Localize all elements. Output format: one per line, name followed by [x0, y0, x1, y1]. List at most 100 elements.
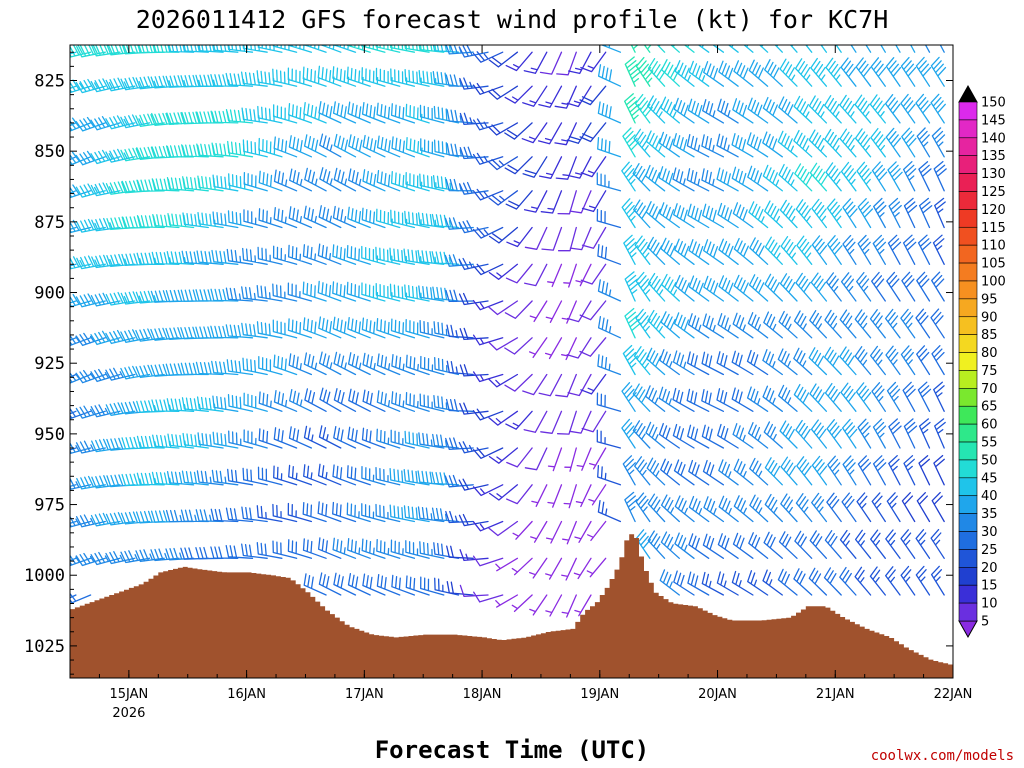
wind-barb — [810, 57, 828, 87]
wind-barb — [674, 495, 695, 523]
wind-barb — [151, 471, 180, 486]
wind-barb — [302, 317, 327, 339]
wind-barb — [779, 199, 798, 229]
wind-barb — [749, 237, 769, 265]
wind-barb — [90, 182, 121, 197]
wind-barb — [885, 345, 901, 376]
wind-barb — [136, 215, 165, 229]
wind-barb — [701, 134, 725, 158]
wind-barb — [915, 56, 932, 87]
wind-barb — [75, 440, 106, 454]
wind-barb — [166, 251, 195, 265]
wind-barb — [621, 198, 637, 229]
wind-barb — [733, 60, 754, 87]
wind-barb — [795, 272, 813, 302]
wind-barb — [688, 533, 710, 559]
wind-barb — [916, 271, 931, 302]
wind-barb — [561, 300, 577, 324]
wind-barb — [624, 307, 642, 339]
wind-barb — [672, 387, 695, 412]
wind-barb — [136, 435, 165, 449]
wind-barb — [272, 319, 298, 339]
wind-barb — [196, 470, 224, 486]
wind-barb — [795, 199, 813, 229]
wind-barb — [554, 122, 577, 146]
wind-barb — [687, 98, 710, 124]
wind-barb — [731, 570, 754, 596]
wind-barb — [747, 97, 769, 124]
colorbar-label: 10 — [981, 597, 998, 612]
wind-barb — [701, 424, 725, 449]
wind-barb — [701, 571, 725, 596]
wind-barb — [346, 281, 371, 302]
wind-barb — [537, 122, 563, 145]
wind-barb — [566, 122, 592, 144]
wind-barb — [166, 471, 195, 486]
wind-barb — [288, 426, 313, 449]
wind-barb — [241, 286, 268, 302]
wind-barb — [796, 456, 813, 486]
wind-barb — [504, 122, 533, 140]
wind-barb — [419, 320, 445, 339]
wind-barb — [644, 164, 666, 192]
wind-barb — [915, 308, 931, 339]
colorbar-label: 120 — [981, 203, 1006, 218]
credit-link[interactable]: coolwx.com/models — [871, 748, 1014, 764]
wind-barb — [811, 198, 828, 229]
wind-barb — [319, 167, 342, 192]
wind-barb — [504, 300, 533, 319]
wind-barb — [273, 207, 298, 229]
wind-barb — [272, 540, 298, 559]
wind-barb — [632, 383, 651, 412]
wind-barb — [225, 324, 254, 339]
wind-barb — [120, 329, 151, 343]
wind-barb — [70, 79, 92, 94]
wind-barb — [793, 129, 813, 158]
wind-barb — [659, 202, 680, 229]
wind-barb — [361, 102, 386, 124]
wind-barb — [317, 280, 342, 302]
wind-barb — [243, 392, 268, 412]
wind-barb — [287, 282, 313, 302]
wind-barb — [778, 163, 798, 192]
wind-barb — [135, 364, 165, 379]
colorbar-label: 65 — [981, 400, 998, 415]
wind-barb — [303, 464, 327, 486]
wind-barb — [900, 308, 916, 339]
wind-barb — [764, 59, 783, 87]
wind-barb — [569, 410, 592, 434]
wind-barb — [105, 551, 136, 565]
wind-barb — [716, 133, 739, 158]
wind-barb — [561, 557, 577, 581]
wind-barb — [405, 172, 430, 192]
wind-barb — [150, 510, 180, 523]
wind-barb — [635, 271, 652, 302]
wind-barb — [362, 389, 386, 412]
wind-barb — [647, 309, 666, 339]
wind-barb — [91, 254, 121, 269]
wind-barb — [529, 594, 548, 616]
wind-barb — [258, 391, 283, 412]
wind-barb — [121, 436, 151, 450]
colorbar-swatch — [958, 209, 978, 228]
wind-barb — [561, 337, 577, 361]
wind-barb — [635, 308, 651, 339]
wind-barb — [181, 470, 209, 486]
wind-barb — [389, 467, 416, 486]
wind-barb — [633, 346, 651, 376]
wind-barb — [762, 96, 783, 124]
wind-barb — [375, 246, 401, 265]
wind-barb — [105, 512, 136, 526]
wind-barb — [731, 350, 754, 376]
wind-barb — [152, 434, 180, 449]
wind-barb — [660, 494, 680, 523]
wind-barb — [763, 311, 783, 339]
wind-barb — [870, 57, 887, 87]
wind-barb — [647, 58, 667, 87]
wind-barb — [930, 56, 947, 87]
wind-barb — [273, 427, 298, 449]
wind-barb — [574, 520, 592, 543]
wind-barb — [210, 110, 239, 124]
wind-barb — [258, 170, 283, 192]
wind-barb — [506, 447, 533, 468]
